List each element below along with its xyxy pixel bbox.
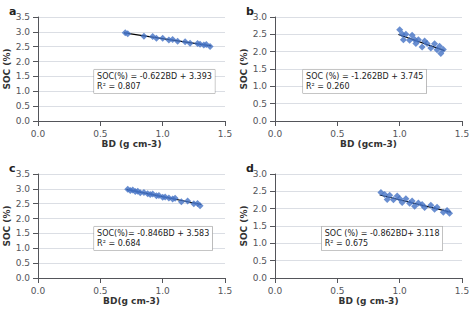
svg-text:2.0: 2.0 bbox=[16, 214, 31, 224]
svg-text:0.0: 0.0 bbox=[268, 286, 283, 296]
svg-text:0.5: 0.5 bbox=[93, 286, 107, 296]
svg-text:0.5: 0.5 bbox=[93, 129, 107, 139]
svg-text:SOC(%)= -0.846BD + 3.583: SOC(%)= -0.846BD + 3.583 bbox=[97, 229, 209, 238]
svg-text:0.5: 0.5 bbox=[16, 101, 30, 111]
svg-text:1.5: 1.5 bbox=[16, 228, 30, 238]
svg-text:SOC (%) = -0.862BD+ 3.118: SOC (%) = -0.862BD+ 3.118 bbox=[325, 229, 440, 238]
svg-text:1.0: 1.0 bbox=[156, 129, 171, 139]
svg-text:0.0: 0.0 bbox=[268, 129, 283, 139]
svg-text:b: b bbox=[246, 5, 254, 18]
svg-text:0.5: 0.5 bbox=[330, 286, 344, 296]
svg-text:1.5: 1.5 bbox=[455, 286, 469, 296]
svg-text:2.5: 2.5 bbox=[253, 29, 267, 39]
svg-text:SOC (%): SOC (%) bbox=[239, 48, 249, 89]
svg-text:SOC (%): SOC (%) bbox=[2, 48, 12, 89]
svg-text:2.0: 2.0 bbox=[253, 204, 268, 214]
svg-text:3.5: 3.5 bbox=[16, 169, 30, 179]
svg-text:3.0: 3.0 bbox=[253, 169, 268, 179]
svg-text:0.0: 0.0 bbox=[31, 286, 46, 296]
svg-text:0.5: 0.5 bbox=[253, 256, 267, 266]
svg-text:3.0: 3.0 bbox=[253, 12, 268, 22]
svg-text:0.0: 0.0 bbox=[16, 273, 31, 283]
svg-text:2.0: 2.0 bbox=[253, 47, 268, 57]
svg-text:R² = 0.807: R² = 0.807 bbox=[97, 82, 140, 91]
svg-text:0.5: 0.5 bbox=[253, 99, 267, 109]
svg-text:SOC(%) = -0.622BD + 3.393: SOC(%) = -0.622BD + 3.393 bbox=[97, 72, 212, 81]
svg-text:R² = 0.684: R² = 0.684 bbox=[97, 239, 140, 248]
svg-text:3.0: 3.0 bbox=[16, 27, 31, 37]
svg-text:0.0: 0.0 bbox=[253, 273, 268, 283]
svg-text:1.0: 1.0 bbox=[393, 286, 408, 296]
svg-text:3.0: 3.0 bbox=[16, 184, 31, 194]
svg-text:2.5: 2.5 bbox=[16, 42, 30, 52]
svg-text:0.5: 0.5 bbox=[330, 129, 344, 139]
svg-text:SOC (%) = -1.262BD + 3.745: SOC (%) = -1.262BD + 3.745 bbox=[306, 72, 423, 81]
svg-text:1.5: 1.5 bbox=[253, 64, 267, 74]
svg-text:1.5: 1.5 bbox=[218, 129, 232, 139]
svg-text:0.5: 0.5 bbox=[16, 258, 30, 268]
svg-text:a: a bbox=[9, 5, 16, 18]
svg-text:BD(g cm-3): BD(g cm-3) bbox=[103, 296, 160, 306]
svg-text:1.0: 1.0 bbox=[253, 238, 268, 248]
svg-text:0.0: 0.0 bbox=[253, 116, 268, 126]
svg-text:1.5: 1.5 bbox=[455, 129, 469, 139]
svg-text:1.5: 1.5 bbox=[218, 286, 232, 296]
svg-text:R² = 0.260: R² = 0.260 bbox=[306, 82, 349, 91]
svg-text:1.0: 1.0 bbox=[253, 81, 268, 91]
svg-text:d: d bbox=[246, 162, 254, 175]
svg-text:R² = 0.675: R² = 0.675 bbox=[325, 239, 368, 248]
svg-text:1.5: 1.5 bbox=[16, 71, 30, 81]
svg-text:c: c bbox=[9, 162, 16, 175]
svg-text:1.0: 1.0 bbox=[16, 86, 31, 96]
svg-text:BD (g cm-3): BD (g cm-3) bbox=[102, 139, 162, 149]
svg-text:0.0: 0.0 bbox=[31, 129, 46, 139]
svg-text:2.5: 2.5 bbox=[253, 186, 267, 196]
svg-text:2.0: 2.0 bbox=[16, 57, 31, 67]
svg-text:BD (g cm-3): BD (g cm-3) bbox=[339, 296, 399, 306]
svg-text:BD (gcm-3): BD (gcm-3) bbox=[340, 139, 397, 149]
svg-text:2.5: 2.5 bbox=[16, 199, 30, 209]
svg-text:1.0: 1.0 bbox=[156, 286, 171, 296]
svg-text:1.0: 1.0 bbox=[393, 129, 408, 139]
svg-text:1.0: 1.0 bbox=[16, 243, 31, 253]
svg-text:3.5: 3.5 bbox=[16, 12, 30, 22]
svg-text:SOC (%): SOC (%) bbox=[2, 205, 12, 246]
svg-text:1.5: 1.5 bbox=[253, 221, 267, 231]
svg-text:SOC (%): SOC (%) bbox=[239, 205, 249, 246]
svg-text:0.0: 0.0 bbox=[16, 116, 31, 126]
